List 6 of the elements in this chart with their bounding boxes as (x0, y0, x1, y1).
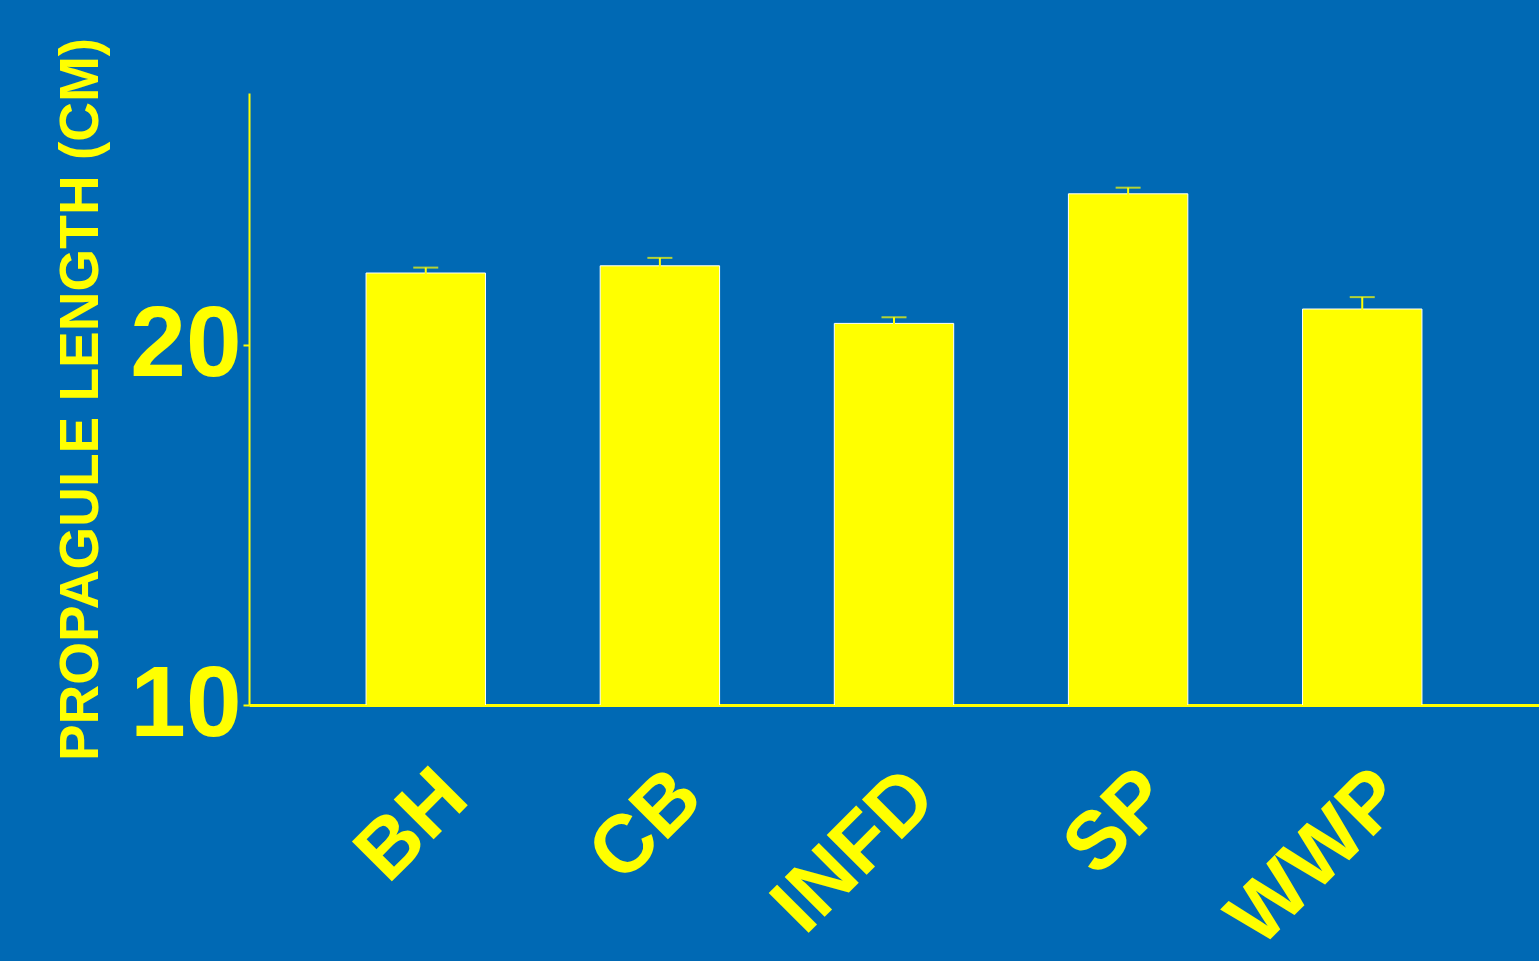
y-tick-label: 10 (130, 644, 242, 757)
y-tick-label: 20 (130, 284, 242, 397)
x-tick-label: CB (569, 749, 718, 898)
x-tick-label: BH (335, 749, 484, 898)
y-axis-title: PROPAGULE LENGTH (CM) (48, 37, 111, 762)
x-tick-label: SP (1044, 749, 1187, 891)
